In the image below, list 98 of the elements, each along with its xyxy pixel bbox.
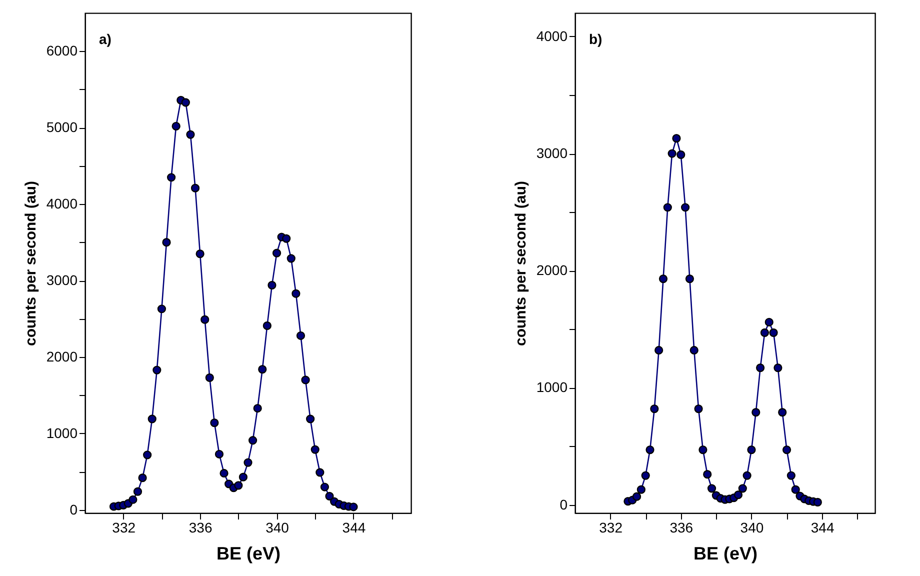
point — [301, 376, 310, 384]
x-tick-label: 344 — [342, 520, 366, 536]
x-tick-label: 340 — [266, 520, 290, 536]
point — [698, 445, 708, 454]
x-tick-label: 332 — [599, 520, 623, 536]
point — [778, 408, 787, 417]
point — [244, 458, 252, 467]
point — [756, 364, 765, 372]
point — [680, 203, 690, 212]
point — [190, 184, 200, 192]
point — [752, 408, 760, 417]
point — [658, 274, 668, 284]
x-tick-label: 344 — [810, 520, 834, 536]
point — [172, 122, 180, 130]
point — [646, 445, 654, 454]
point — [162, 238, 171, 247]
point — [734, 490, 743, 500]
point — [791, 485, 800, 494]
point — [181, 98, 190, 107]
point — [248, 436, 258, 445]
point — [654, 346, 664, 355]
y-tick-label: 4000 — [46, 196, 78, 212]
x-axis-title: BE (eV) — [693, 544, 758, 564]
point — [310, 445, 320, 454]
point — [268, 280, 276, 290]
x-tick-label: 336 — [188, 520, 212, 536]
point — [650, 404, 659, 414]
x-tick-label: 332 — [112, 520, 136, 536]
point — [774, 364, 782, 372]
point — [676, 150, 686, 159]
point — [786, 471, 796, 480]
x-axis-title: BE (eV) — [216, 544, 281, 564]
point — [636, 485, 646, 494]
point — [133, 487, 142, 496]
point — [214, 450, 224, 458]
y-tick-label: 3000 — [536, 145, 568, 162]
point — [262, 321, 272, 330]
point — [632, 492, 642, 501]
point — [782, 445, 792, 454]
point — [143, 450, 152, 460]
point — [694, 404, 703, 414]
point — [282, 234, 291, 243]
point — [690, 346, 698, 355]
point — [306, 414, 315, 424]
point — [738, 484, 747, 493]
y-tick-label: 1000 — [536, 379, 568, 396]
point — [703, 470, 712, 479]
point — [764, 318, 774, 326]
y-axis-title: counts per second (au) — [22, 180, 40, 346]
point — [258, 364, 267, 374]
y-tick-label: 2000 — [536, 262, 568, 278]
y-tick-label: 5000 — [46, 119, 78, 136]
point — [166, 173, 176, 182]
point — [769, 328, 778, 337]
point — [668, 149, 676, 158]
point — [292, 289, 300, 298]
point — [316, 468, 324, 477]
point — [157, 304, 166, 314]
annotation: b) — [589, 31, 602, 47]
point — [234, 481, 243, 490]
point — [641, 471, 650, 480]
point — [296, 331, 306, 340]
point — [152, 366, 162, 374]
point — [200, 315, 210, 324]
point — [253, 404, 262, 413]
point — [685, 274, 694, 284]
point — [663, 203, 672, 212]
point — [325, 492, 334, 500]
point — [813, 498, 822, 507]
y-tick-label: 1000 — [46, 424, 78, 441]
point — [186, 130, 195, 139]
point — [760, 328, 770, 337]
point — [349, 502, 358, 512]
point — [128, 495, 138, 504]
y-tick-label: 0 — [70, 501, 78, 518]
point — [707, 484, 716, 493]
point — [747, 445, 756, 454]
y-tick-label: 0 — [560, 496, 568, 512]
point — [205, 373, 214, 382]
point — [272, 248, 282, 258]
point — [138, 474, 147, 482]
point — [742, 471, 752, 480]
point — [210, 418, 219, 428]
point — [148, 414, 156, 424]
annotation: a) — [99, 31, 112, 47]
point — [238, 472, 248, 482]
x-tick-label: 336 — [670, 520, 694, 536]
y-tick-label: 6000 — [46, 42, 78, 59]
point — [286, 254, 296, 263]
y-tick-label: 2000 — [46, 348, 78, 365]
point — [196, 250, 204, 258]
x-tick-label: 340 — [740, 520, 764, 536]
y-axis-title: counts per second (au) — [512, 180, 530, 346]
y-tick-label: 4000 — [536, 28, 568, 44]
point — [672, 134, 681, 143]
y-tick-label: 3000 — [46, 272, 78, 288]
point — [320, 482, 330, 492]
point — [220, 468, 228, 478]
